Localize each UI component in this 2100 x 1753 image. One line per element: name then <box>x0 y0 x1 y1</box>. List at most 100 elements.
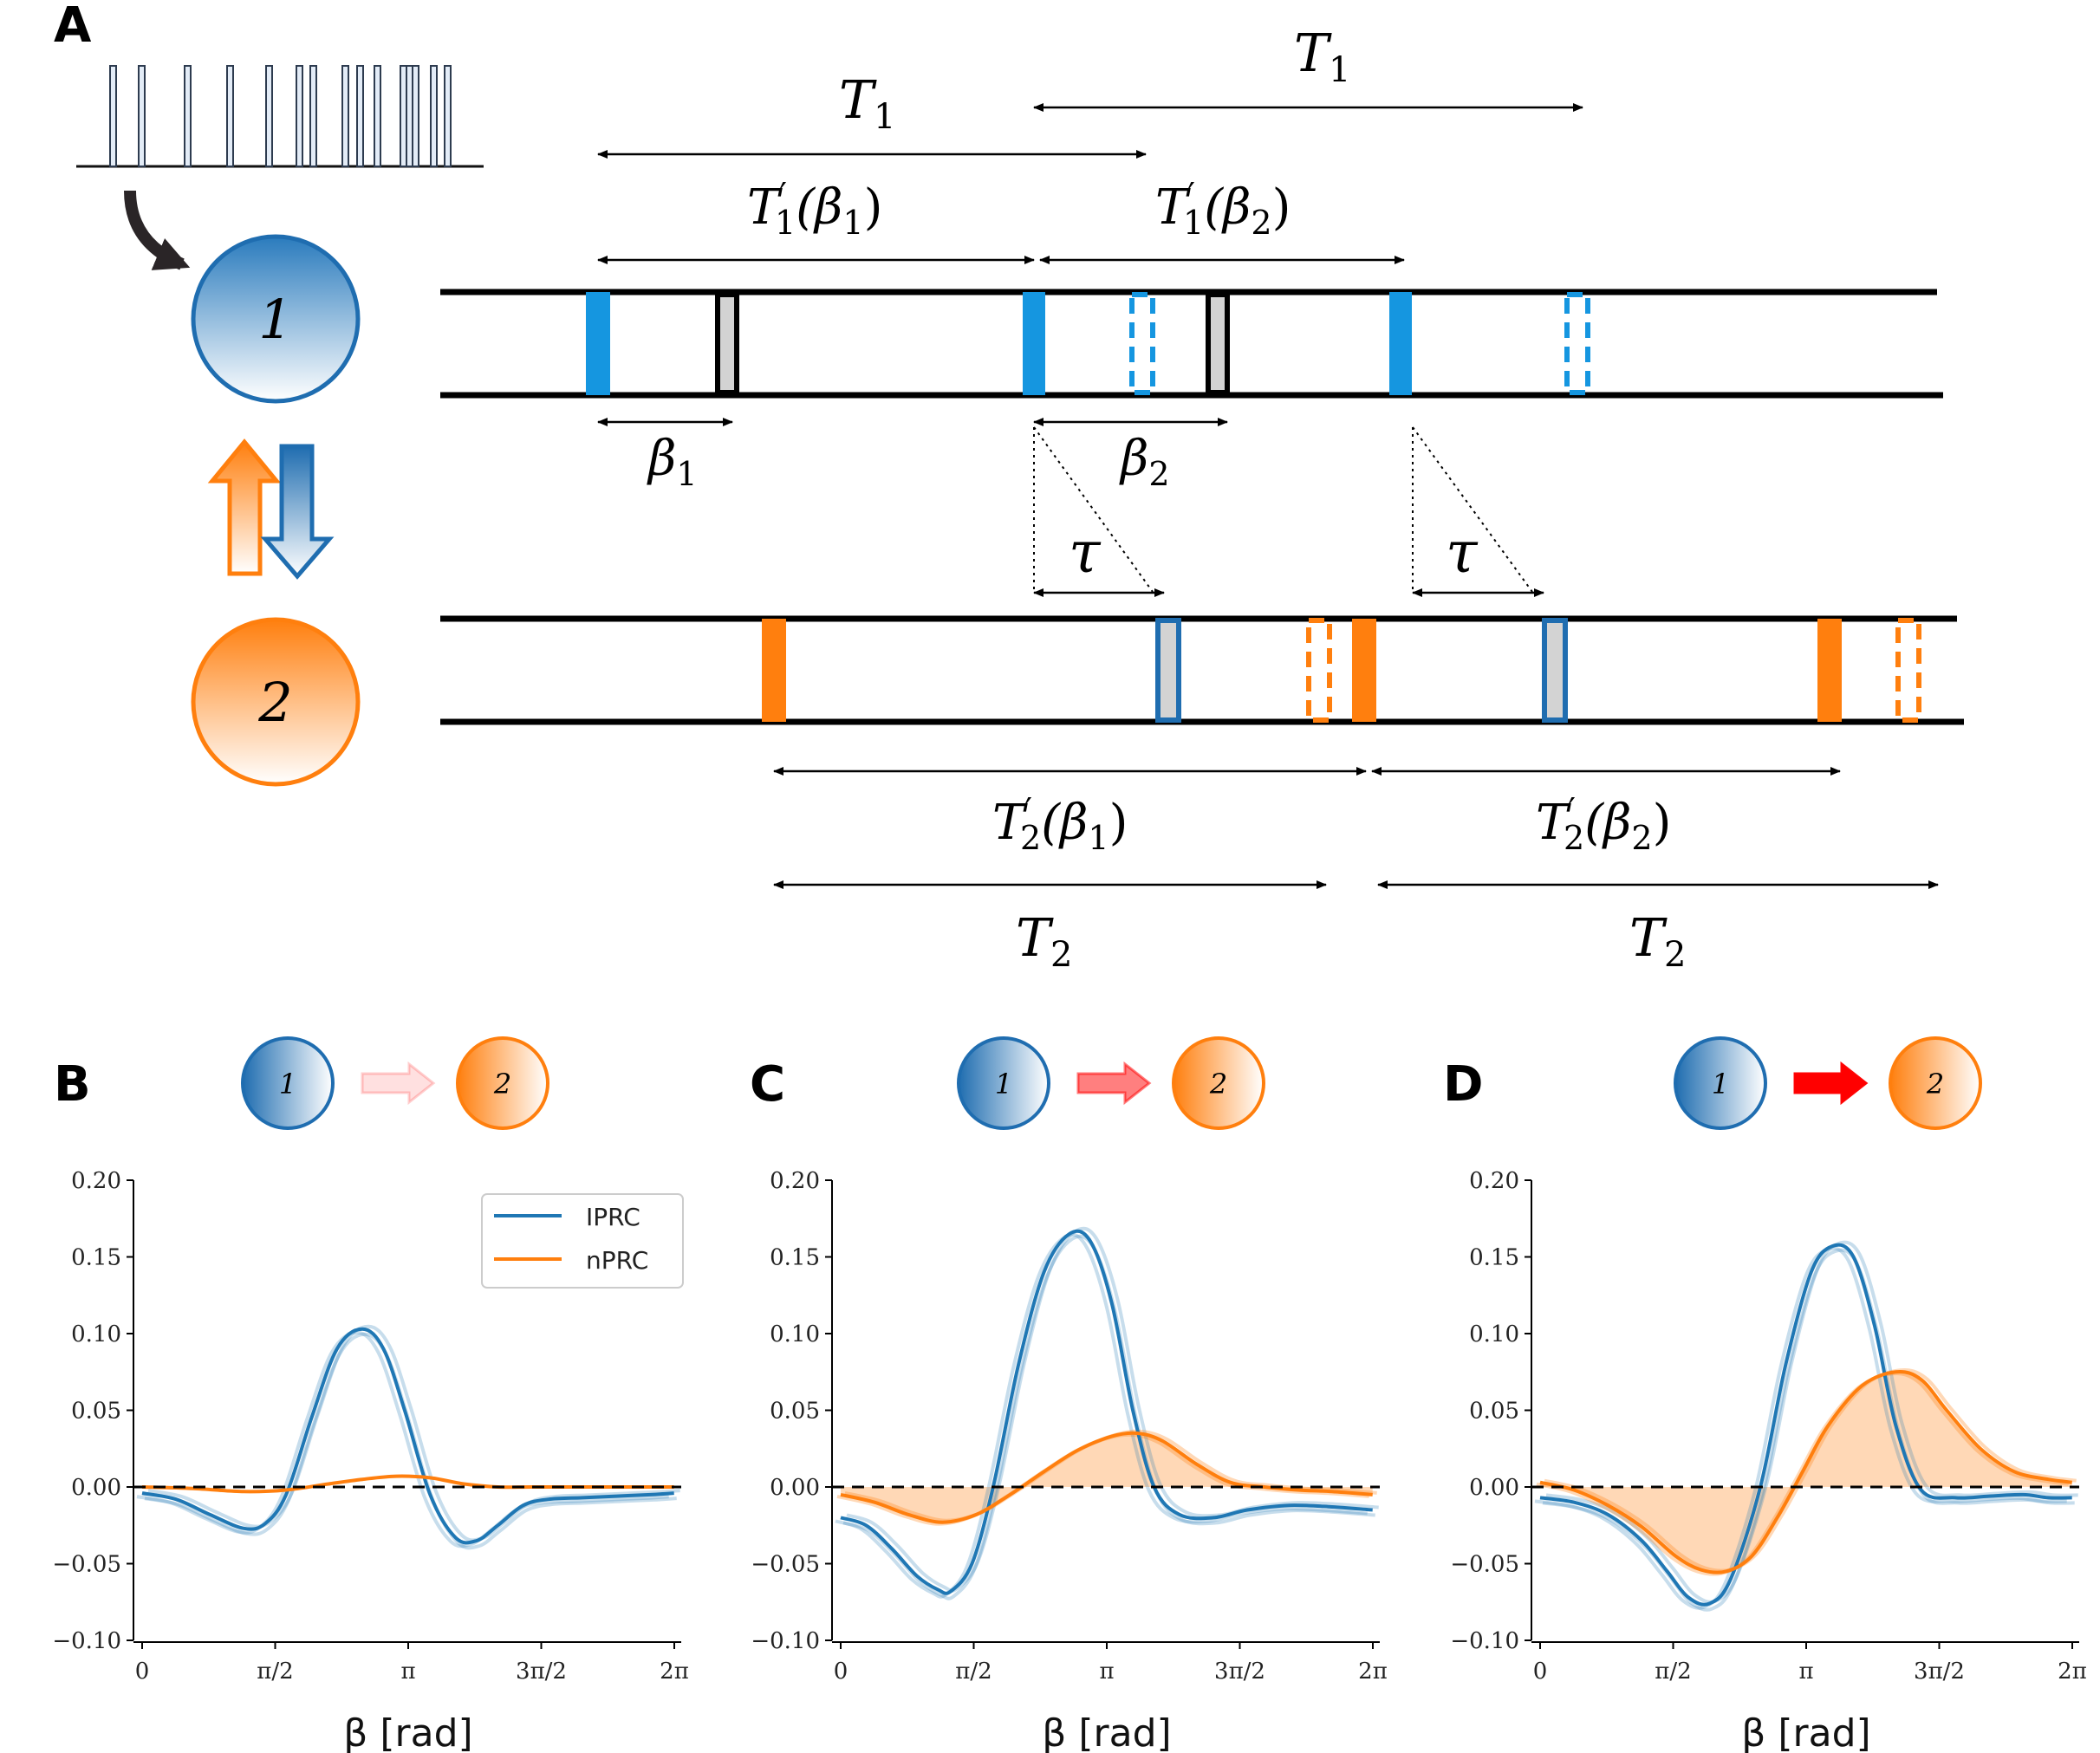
neuron-2: 2 <box>191 617 361 787</box>
input-pulse-0 <box>109 65 117 167</box>
neuron-1-label: 1 <box>258 288 292 351</box>
input-spike-train <box>76 65 484 168</box>
spike-2b <box>1352 619 1376 722</box>
legend: IPRC nPRC <box>481 1193 684 1289</box>
prc-panels: B 1 2 0.20 0.15 0.10 0.05 0.00 −0.05 −0.10 0 π/2 π 3π… <box>52 1036 2087 1753</box>
iprc-trace-2 <box>1542 1248 2075 1612</box>
input-pulse-5 <box>296 65 303 167</box>
neuron-2-label: 2 <box>257 671 292 734</box>
unperturbed-spike-1b <box>1129 292 1155 395</box>
x-tick-label: π <box>1099 1659 1114 1685</box>
x-tick-label: π <box>1798 1659 1813 1685</box>
iprc-trace-1 <box>1545 1240 2078 1604</box>
y-tick-label: 0.10 <box>71 1321 121 1347</box>
legend-nprc-label: nPRC <box>586 1246 648 1275</box>
panel-letter-d: D <box>1443 1056 1483 1113</box>
prc-panel-d: D 1 2 0.20 0.15 0.10 0.05 0.00 −0.05 −0.10 0 π/2 π 3π… <box>1443 1036 2087 1753</box>
icon-neuron-2-label: 2 <box>1926 1068 1944 1100</box>
y-tick-label: −0.10 <box>1450 1628 1519 1654</box>
icon-neuron-2 <box>456 1036 549 1130</box>
coupling-arrow <box>1793 1061 1869 1106</box>
panel-letter-c: C <box>750 1056 785 1113</box>
unperturbed-spike-1c <box>1564 292 1590 395</box>
y-tick-label: 0.15 <box>770 1245 820 1271</box>
x-tick-label: 0 <box>834 1659 848 1685</box>
nprc-trace-1 <box>1544 1368 2077 1573</box>
input-pulse-13 <box>430 65 438 167</box>
spike-2c <box>1817 619 1842 722</box>
x-tick-label: 0 <box>135 1659 150 1685</box>
x-tick-label: 2π <box>1358 1659 1388 1685</box>
y-tick-label: −0.10 <box>52 1628 121 1654</box>
iprc-line <box>141 1327 674 1545</box>
nprc-area <box>1540 1372 2072 1573</box>
label-T1-a: T1 <box>839 70 895 137</box>
icon-neuron-2 <box>1172 1036 1265 1130</box>
label-tau-2: τ <box>1446 519 1479 586</box>
input-spike-2 <box>1206 292 1230 395</box>
input-pulse-10 <box>400 65 407 167</box>
input-pulse-14 <box>444 65 452 167</box>
received-spike-2 <box>1542 618 1568 723</box>
coupling-arrow <box>361 1061 436 1106</box>
y-tick-label: 0.20 <box>1469 1168 1519 1194</box>
iprc-trace-2 <box>842 1234 1375 1600</box>
iprc-trace-1 <box>846 1226 1379 1593</box>
spike-2a <box>762 619 786 722</box>
label-tau-1: τ <box>1069 519 1102 586</box>
y-tick-label: 0.05 <box>71 1399 121 1425</box>
label-T2-a: T2 <box>1016 908 1072 975</box>
math-labels: T1 T1 T′ 1(β1) T′ 1(β2) β1 β2 τ τ T′ 2(β1) … <box>647 23 1686 975</box>
x-tick-label: 3π/2 <box>1214 1659 1265 1685</box>
unperturbed-spike-2a <box>1306 618 1332 723</box>
unperturbed-spike-2c <box>1895 618 1921 723</box>
x-tick-label: 3π/2 <box>1914 1659 1965 1685</box>
input-pulse-7 <box>341 65 349 167</box>
x-tick-label: π/2 <box>955 1659 991 1685</box>
y-tick-label: 0.05 <box>1469 1399 1519 1425</box>
x-tick-label: 3π/2 <box>516 1659 567 1685</box>
coupling-arrow <box>1076 1061 1152 1106</box>
icon-neuron-1 <box>957 1036 1050 1130</box>
input-spike-1 <box>715 292 739 395</box>
nprc-area <box>841 1432 1373 1523</box>
y-tick-label: −0.05 <box>1450 1552 1519 1578</box>
y-tick-label: 0.15 <box>71 1245 121 1271</box>
x-axis-label: β [rad] <box>1042 1711 1171 1753</box>
label-T2p-beta1: T′ 2(β1) <box>992 791 1128 857</box>
y-tick-label: −0.05 <box>751 1552 820 1578</box>
x-axis-label: β [rad] <box>343 1711 472 1753</box>
icon-neuron-2-label: 2 <box>1209 1068 1227 1100</box>
panel-a: A 1 2 <box>54 0 1964 975</box>
y-tick-label: −0.05 <box>52 1552 121 1578</box>
x-tick-label: 0 <box>1533 1659 1548 1685</box>
label-T1-b: T1 <box>1294 23 1350 90</box>
x-tick-label: 2π <box>660 1659 689 1685</box>
input-pulse-9 <box>374 65 381 167</box>
nprc-line <box>141 1474 674 1494</box>
y-tick-label: 0.20 <box>770 1168 820 1194</box>
label-T2p-beta2: T′ 2(β2) <box>1536 791 1671 857</box>
input-pulse-4 <box>265 65 273 167</box>
x-tick-label: π <box>400 1659 415 1685</box>
x-tick-label: 2π <box>2058 1659 2087 1685</box>
spike-1a <box>586 292 610 395</box>
y-tick-label: 0.10 <box>1469 1321 1519 1347</box>
iprc-trace-0 <box>1534 1246 2067 1610</box>
icon-neuron-1 <box>1674 1036 1767 1130</box>
nprc-line <box>1539 1370 2072 1574</box>
icon-neuron-1-label: 1 <box>1712 1068 1729 1100</box>
up-arrow-orange <box>207 438 282 576</box>
label-beta1: β1 <box>647 431 698 493</box>
input-pulse-11 <box>406 65 413 167</box>
label-T1p-beta2: T′ 1(β2) <box>1155 176 1291 242</box>
timeline-neuron-2 <box>440 615 1964 725</box>
y-tick-label: 0.20 <box>71 1168 121 1194</box>
y-tick-label: 0.10 <box>770 1321 820 1347</box>
timeline-neuron-1 <box>440 289 1943 399</box>
neuron-1: 1 <box>191 234 361 404</box>
input-pulse-6 <box>309 65 317 167</box>
input-curved-arrow <box>124 190 191 270</box>
x-tick-label: π/2 <box>257 1659 293 1685</box>
